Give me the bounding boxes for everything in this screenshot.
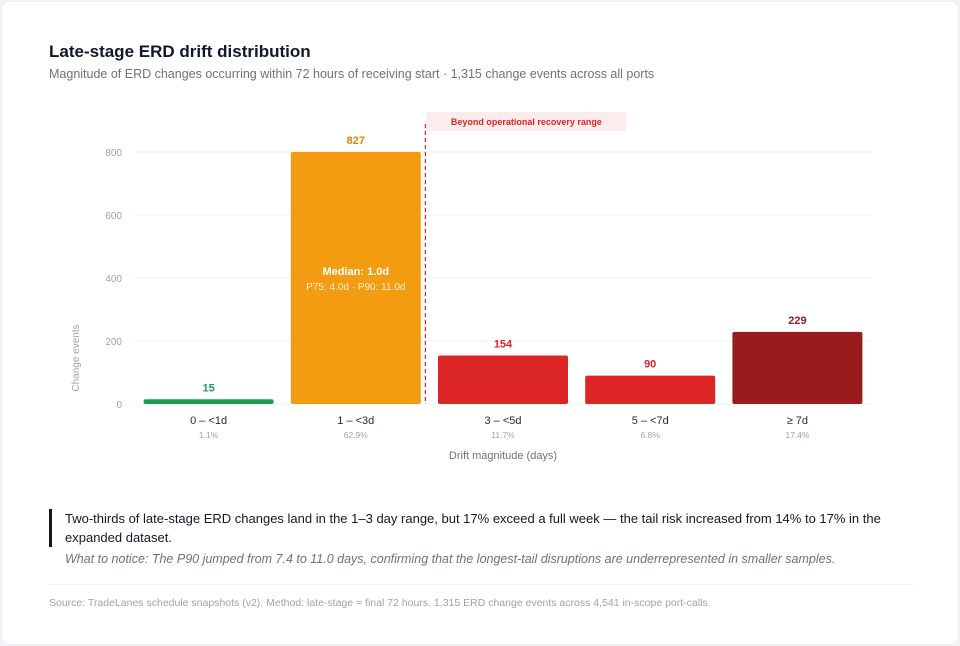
x-percent-label: 11.7% xyxy=(491,430,515,440)
chart-title: Late-stage ERD drift distribution xyxy=(49,42,311,61)
x-percent-label: 6.8% xyxy=(641,430,661,440)
threshold-label: Beyond operational recovery range xyxy=(451,117,602,127)
what-to-notice: What to notice: The P90 jumped from 7.4 … xyxy=(65,552,836,566)
y-tick-label: 0 xyxy=(116,400,122,411)
key-takeaway: Two-thirds of late-stage ERD changes lan… xyxy=(49,509,905,547)
bar-3 xyxy=(438,355,568,404)
bar-value-label: 229 xyxy=(788,315,806,327)
bar-5 xyxy=(732,331,863,404)
x-tick-label: 1 – <3d xyxy=(337,415,374,427)
x-percent-label: 17.4% xyxy=(785,430,810,440)
y-tick-label: 200 xyxy=(105,337,122,348)
bar-1 xyxy=(143,399,274,404)
bar-chart: 0 200 400 600 800 Change events Beyond operati… xyxy=(71,112,871,462)
y-tick-label: 400 xyxy=(105,274,122,285)
bar-value-label: 90 xyxy=(644,359,656,371)
bar-value-label: 827 xyxy=(347,135,365,147)
bar-4 xyxy=(585,375,716,404)
footer-divider xyxy=(49,584,913,585)
bar-2 xyxy=(290,152,421,404)
x-percent-label: 1.1% xyxy=(199,430,219,440)
x-tick-label: 5 – <7d xyxy=(632,415,669,427)
x-tick-label: ≥ 7d xyxy=(787,415,808,427)
x-percent-label: 62.9% xyxy=(344,430,369,440)
percentile-annotation: P75: 4.0d · P90: 11.0d xyxy=(306,282,405,293)
median-annotation: Median: 1.0d xyxy=(322,266,389,278)
source-note: Source: TradeLanes schedule snapshots (v… xyxy=(49,597,711,609)
threshold-label-bg xyxy=(426,112,627,131)
y-tick-label: 600 xyxy=(105,211,122,222)
x-axis-label: Drift magnitude (days) xyxy=(449,450,557,462)
x-tick-label: 3 – <5d xyxy=(484,415,521,427)
y-tick-label: 800 xyxy=(105,148,122,159)
bar-value-label: 154 xyxy=(494,338,513,350)
chart-subtitle: Magnitude of ERD changes occurring withi… xyxy=(49,67,655,81)
x-tick-label: 0 – <1d xyxy=(190,415,227,427)
bar-value-label: 15 xyxy=(202,382,214,394)
y-axis-label: Change events xyxy=(71,324,82,391)
